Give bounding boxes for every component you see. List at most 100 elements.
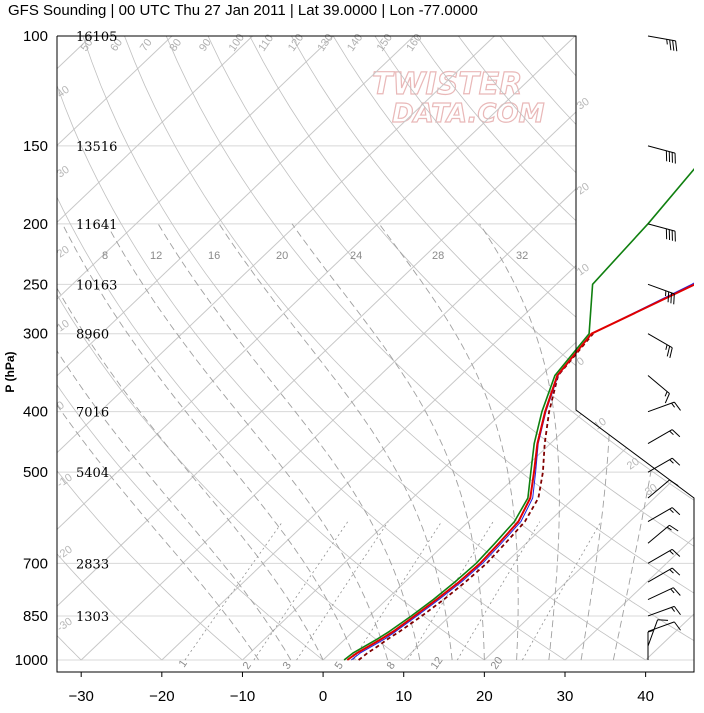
moist-adiabat-line <box>106 223 389 661</box>
isotherm-label: 90 <box>197 37 214 54</box>
barb-flag <box>673 606 681 616</box>
parcel-trace <box>358 333 594 661</box>
dry-adiabat-label: 30 <box>55 164 72 181</box>
dry-adiabat-line <box>249 36 694 661</box>
barb-staff <box>647 587 674 600</box>
barb-flag <box>669 479 679 487</box>
height-label: 1303 <box>76 610 109 625</box>
barb-half-flag <box>665 344 668 350</box>
wind-barb <box>647 621 681 632</box>
barb-staff <box>647 333 673 349</box>
watermark-line-1: TWISTER <box>372 67 522 102</box>
isotherm-line <box>322 36 694 661</box>
moist-adiabat-line <box>218 223 453 661</box>
temperature-tick-label: 0 <box>319 688 327 705</box>
dry-adiabat-line <box>207 36 694 661</box>
pressure-tick-label: 200 <box>23 216 48 233</box>
wind-barb <box>647 567 681 583</box>
dry-adiabat-label: 30 <box>575 96 592 113</box>
temperature-axis: −30 −20 −10 0 10 20 30 40 <box>68 672 654 705</box>
dry-adiabat-line <box>57 36 163 661</box>
height-label: 13516 <box>76 140 117 155</box>
dry-adiabat-label: 20 <box>625 456 642 473</box>
barb-flag <box>671 567 681 576</box>
isotherm-label: 140 <box>345 32 365 54</box>
moist-adiabat-label: 16 <box>208 250 220 262</box>
isotherm-label: 50 <box>79 37 96 54</box>
dry-adiabat-line <box>291 36 694 661</box>
dry-adiabat-label: 10 <box>575 262 592 279</box>
watermark-logo: TWISTER DATA.COM <box>371 66 545 129</box>
barb-flag <box>669 524 679 532</box>
virtual-temperature-trace <box>350 282 694 661</box>
temperature-tick-label: −20 <box>149 688 174 705</box>
temperature-tick-label: 10 <box>395 688 412 705</box>
barb-flag <box>666 346 671 357</box>
dry-adiabat-label: -20 <box>55 544 75 563</box>
barb-half-flag <box>669 569 674 574</box>
barb-staff <box>647 401 675 413</box>
barb-staff <box>647 619 659 647</box>
barb-staff <box>647 223 676 232</box>
moist-adiabat-line <box>61 223 356 661</box>
height-label: 11641 <box>76 218 117 233</box>
pressure-tick-label: 400 <box>23 404 48 421</box>
dry-adiabat-line <box>374 36 694 661</box>
wind-barb <box>647 479 679 499</box>
wind-barb <box>647 145 676 164</box>
isotherm-label: 80 <box>167 37 184 54</box>
barb-staff <box>647 567 673 583</box>
temperature-tick-label: −30 <box>68 688 93 705</box>
mixing-ratio-line <box>296 521 389 661</box>
dry-adiabat-label: 10 <box>55 318 72 335</box>
isotherm-line <box>645 36 694 661</box>
mixing-ratio-line <box>253 521 349 661</box>
isotherm-line <box>57 36 657 661</box>
dry-adiabat-line <box>57 36 566 661</box>
barb-half-flag <box>671 607 676 612</box>
dry-adiabat-label: 0 <box>575 355 587 368</box>
barb-flag <box>670 292 672 304</box>
moist-adiabat-label: 20 <box>276 250 288 262</box>
barb-half-flag <box>666 526 672 531</box>
dry-adiabat-line <box>625 36 694 661</box>
barb-staff <box>647 621 675 632</box>
isotherm-line <box>57 36 415 661</box>
dry-adiabat-line <box>332 36 694 661</box>
barb-flag <box>671 457 681 466</box>
isotherm-line <box>564 36 694 661</box>
wind-barbs <box>647 35 681 660</box>
moist-adiabat-line <box>57 223 324 661</box>
wind-barb <box>647 401 681 413</box>
barb-flag <box>667 291 670 303</box>
dry-adiabat-line <box>583 36 694 661</box>
barb-flag <box>675 40 678 52</box>
wind-barb <box>647 548 681 564</box>
barb-staff <box>647 548 673 564</box>
isotherm-label: 70 <box>138 37 155 54</box>
mixing-ratio-label: 20 <box>489 655 506 672</box>
barb-flag <box>672 40 675 51</box>
barb-half-flag <box>666 39 668 45</box>
mixing-ratio-label: 2 <box>241 660 254 672</box>
pressure-tick-label: 850 <box>23 608 48 625</box>
mixing-ratio-label: 12 <box>429 655 446 672</box>
wind-barb <box>647 524 679 544</box>
barb-flag <box>669 347 673 358</box>
barb-flag <box>664 393 670 404</box>
temperature-tick-label: 40 <box>637 688 654 705</box>
temperature-tick-label: 20 <box>476 688 493 705</box>
moist-adiabat-label: 28 <box>432 250 444 262</box>
barb-half-flag <box>669 459 674 464</box>
isotherm-line <box>403 36 694 661</box>
isotherm-label: 150 <box>375 32 395 54</box>
height-label: 2833 <box>76 557 109 572</box>
dry-adiabat-line <box>416 36 694 661</box>
barb-staff <box>647 375 670 394</box>
barb-half-flag <box>670 588 675 594</box>
watermark-line-2: DATA.COM <box>392 99 545 129</box>
dry-adiabat-line <box>124 36 694 661</box>
isotherm-label: 60 <box>108 37 125 54</box>
barb-staff <box>647 35 676 42</box>
